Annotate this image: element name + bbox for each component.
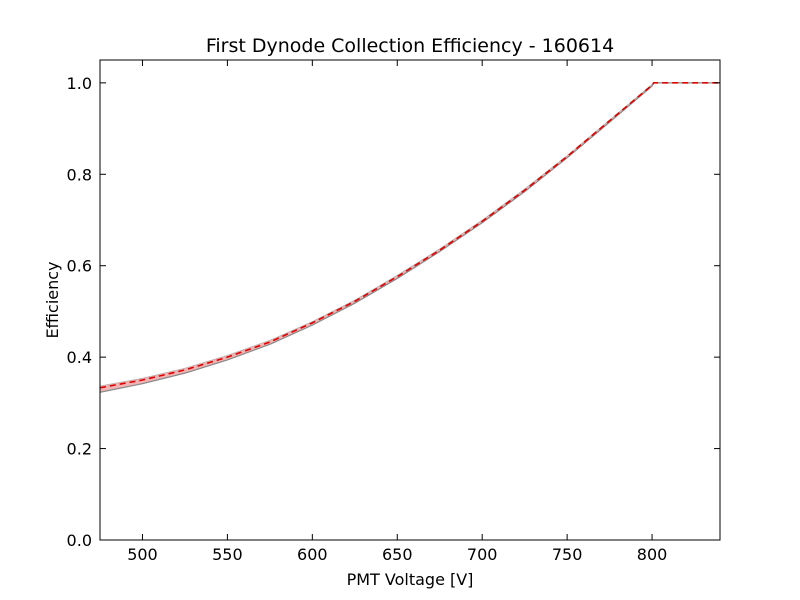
x-tick-label: 600 <box>297 545 328 564</box>
band-lower-edge <box>99 82 720 393</box>
axis-ticks: 500 550 600 650 700 750 800 0.0 0.2 0.4 0.6 0.8 1.0 <box>67 60 720 564</box>
y-tick-label: 0.4 <box>67 348 92 367</box>
y-tick-label: 0.8 <box>67 165 92 184</box>
chart-title: First Dynode Collection Efficiency - 160… <box>206 35 614 57</box>
x-tick-label: 650 <box>382 545 413 564</box>
x-tick-label: 750 <box>552 545 583 564</box>
y-axis-label: Efficiency <box>43 261 62 338</box>
y-tick-label: 1.0 <box>67 74 92 93</box>
uncertainty-band <box>100 82 720 393</box>
x-tick-label: 500 <box>127 545 158 564</box>
efficiency-series-line <box>99 82 720 389</box>
y-tick-label: 0.0 <box>67 531 92 550</box>
x-axis-label: PMT Voltage [V] <box>347 570 474 589</box>
y-tick-label: 0.6 <box>67 257 92 276</box>
plot-area <box>99 82 720 393</box>
plot-frame <box>99 59 721 541</box>
x-tick-label: 700 <box>467 545 498 564</box>
band-upper-edge <box>99 82 720 387</box>
x-tick-label: 550 <box>212 545 243 564</box>
x-tick-label: 800 <box>637 545 668 564</box>
y-tick-label: 0.2 <box>67 440 92 459</box>
